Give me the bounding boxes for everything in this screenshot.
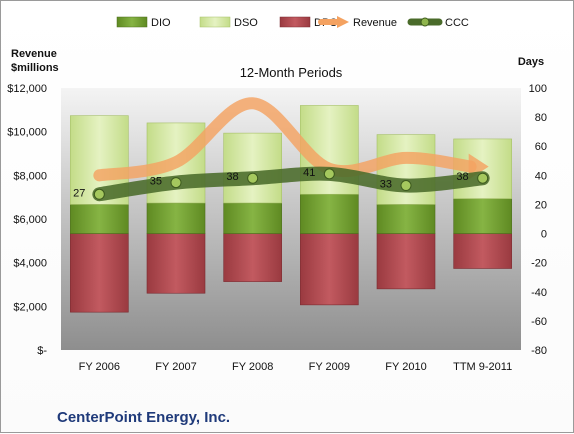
ccc-point bbox=[247, 172, 259, 184]
right-tick-label: -40 bbox=[531, 287, 547, 299]
legend: DIO DSO DPO Revenue CCC bbox=[116, 16, 469, 29]
ccc-data-label: 38 bbox=[226, 171, 238, 183]
right-tick-label: 60 bbox=[535, 141, 547, 153]
x-tick-label: FY 2007 bbox=[155, 361, 196, 373]
x-tick-label: FY 2008 bbox=[232, 361, 273, 373]
bar-dio bbox=[146, 202, 206, 234]
left-tick-label: $4,000 bbox=[13, 258, 47, 270]
bar-dio bbox=[376, 204, 436, 234]
ccc-data-label: 33 bbox=[380, 179, 392, 191]
bar-dso bbox=[376, 134, 436, 205]
bar-dio bbox=[223, 202, 282, 234]
series-line-ccc bbox=[92, 166, 490, 202]
right-tick-label: 0 bbox=[541, 229, 547, 241]
legend-label-revenue: Revenue bbox=[353, 17, 397, 29]
left-tick-label: $8,000 bbox=[13, 170, 47, 182]
legend-swatch-dso bbox=[199, 16, 231, 28]
bar-dpo bbox=[300, 233, 359, 306]
left-tick-label: $12,000 bbox=[7, 83, 47, 95]
ccc-point bbox=[93, 188, 105, 200]
chart-title: 12-Month Periods bbox=[240, 65, 343, 80]
left-axis-ticks: $- $2,000 $4,000 $6,000 $8,000 $10,000 $12,000 bbox=[7, 83, 47, 357]
company-name: CenterPoint Energy, Inc. bbox=[57, 409, 230, 426]
left-tick-label: $- bbox=[37, 345, 47, 357]
ccc-point bbox=[170, 177, 182, 189]
right-axis-title: Days bbox=[518, 56, 544, 68]
ccc-point bbox=[400, 180, 412, 192]
ccc-data-label: 41 bbox=[303, 167, 315, 179]
legend-swatch-dpo bbox=[279, 16, 311, 28]
bar-dio bbox=[300, 193, 359, 234]
right-tick-label: 40 bbox=[535, 170, 547, 182]
bar-dpo bbox=[453, 233, 512, 269]
ccc-data-label: 38 bbox=[456, 171, 468, 183]
x-axis-ticks: FY 2006 FY 2007 FY 2008 FY 2009 FY 2010 TTM 9… bbox=[79, 361, 513, 373]
x-tick-label: FY 2010 bbox=[385, 361, 426, 373]
legend-swatch-dio bbox=[116, 16, 148, 28]
ccc-point bbox=[323, 168, 335, 180]
bar-dpo bbox=[146, 233, 206, 294]
bar-dio bbox=[453, 198, 512, 234]
bar-dpo bbox=[223, 233, 282, 282]
x-tick-label: FY 2009 bbox=[309, 361, 350, 373]
ccc-point bbox=[477, 172, 489, 184]
legend-label-dio: DIO bbox=[151, 17, 171, 29]
ccc-data-label: 27 bbox=[73, 187, 85, 199]
right-tick-label: -80 bbox=[531, 345, 547, 357]
right-tick-label: 20 bbox=[535, 199, 547, 211]
x-tick-label: FY 2006 bbox=[79, 361, 120, 373]
legend-label-ccc: CCC bbox=[445, 17, 469, 29]
left-tick-label: $10,000 bbox=[7, 127, 47, 139]
series-line-revenue bbox=[93, 97, 477, 182]
bar-dpo bbox=[70, 233, 129, 313]
left-axis-title-line1: Revenue bbox=[11, 48, 57, 60]
legend-swatch-ccc bbox=[407, 17, 443, 27]
legend-swatch-revenue bbox=[318, 16, 349, 28]
x-tick-label: TTM 9-2011 bbox=[453, 361, 512, 373]
right-axis-ticks: -80 -60 -40 -20 0 20 40 60 80 100 bbox=[529, 83, 547, 357]
right-tick-label: 100 bbox=[529, 83, 547, 95]
bar-dio bbox=[70, 204, 129, 234]
legend-label-dso: DSO bbox=[234, 17, 258, 29]
left-tick-label: $2,000 bbox=[13, 301, 47, 313]
right-tick-label: -20 bbox=[531, 258, 547, 270]
bar-dpo bbox=[376, 233, 436, 290]
left-axis-title-line2: $millions bbox=[11, 62, 59, 74]
bar-dso bbox=[223, 132, 282, 204]
right-tick-label: 80 bbox=[535, 112, 547, 124]
ccc-data-label: 35 bbox=[150, 176, 162, 188]
left-tick-label: $6,000 bbox=[13, 214, 47, 226]
lines-layer: 27 35 38 41 33 38 bbox=[73, 97, 490, 202]
right-tick-label: -60 bbox=[531, 316, 547, 328]
